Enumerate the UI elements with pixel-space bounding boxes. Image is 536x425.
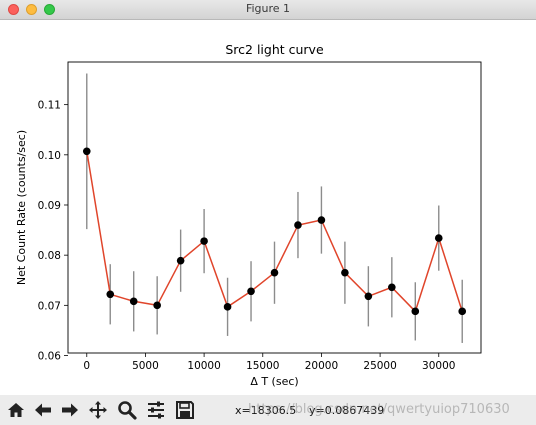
chart-title: Src2 light curve <box>225 42 324 57</box>
data-point <box>270 268 279 277</box>
y-tick-label: 0.07 <box>38 300 61 312</box>
watermark-text: https://blog.csdn.net/qwertyuiop710630 <box>248 402 510 417</box>
home-button[interactable] <box>4 399 28 421</box>
back-button[interactable] <box>31 399 55 421</box>
data-point <box>82 147 91 156</box>
data-point <box>247 287 255 296</box>
window-titlebar: Figure 1 <box>0 0 536 20</box>
data-point <box>129 297 138 306</box>
data-point <box>434 234 443 242</box>
x-tick-label: 20000 <box>305 360 338 372</box>
data-point <box>364 292 373 301</box>
y-tick-label: 0.08 <box>38 250 61 262</box>
data-point <box>106 290 115 299</box>
floppy-disk-icon <box>176 401 194 419</box>
forward-button[interactable] <box>58 399 82 421</box>
y-tick-label: 0.11 <box>38 100 61 112</box>
data-point <box>341 268 349 277</box>
pan-button[interactable] <box>86 399 110 421</box>
x-tick-label: 10000 <box>187 360 220 372</box>
x-coordinate-readout: x=18306.5 <box>235 404 297 417</box>
data-point <box>317 216 326 224</box>
x-tick-label: 25000 <box>363 360 396 372</box>
window-title: Figure 1 <box>245 2 291 15</box>
minimize-window-button[interactable] <box>26 4 37 15</box>
y-tick-label: 0.06 <box>38 351 62 363</box>
x-tick-label: 0 <box>83 360 90 372</box>
magnifier-icon <box>118 401 137 420</box>
zoom-button[interactable] <box>115 399 139 421</box>
maximize-window-button[interactable] <box>44 4 55 15</box>
data-point <box>200 237 208 245</box>
data-point <box>153 301 161 310</box>
light-curve-chart: Src2 light curve 0 5000 10000 15000 20000 2500… <box>15 42 482 388</box>
x-tick-label: 5000 <box>132 360 159 372</box>
plot-frame <box>67 61 482 354</box>
data-point <box>223 303 232 311</box>
y-tick-label: 0.09 <box>38 200 61 212</box>
data-point <box>176 256 185 265</box>
arrow-right-icon <box>62 403 78 417</box>
close-window-button[interactable] <box>8 4 19 15</box>
figure-canvas[interactable]: Src2 light curve 0 5000 10000 15000 20000 2500… <box>0 20 536 395</box>
x-axis-label: Δ T (sec) <box>250 375 298 388</box>
data-point <box>388 283 396 292</box>
home-icon <box>8 403 24 417</box>
move-icon <box>89 401 107 419</box>
data-point <box>411 307 420 316</box>
y-tick-label: 0.10 <box>38 150 61 162</box>
x-tick-label: 30000 <box>422 360 455 372</box>
save-figure-button[interactable] <box>173 399 197 421</box>
x-tick-label: 15000 <box>246 360 279 372</box>
configure-subplots-button[interactable] <box>144 399 168 421</box>
arrow-left-icon <box>35 403 51 417</box>
navigation-toolbar: x=18306.5 y=0.0867439 https://blog.csdn.… <box>0 395 536 425</box>
y-axis-label: Net Count Rate (counts/sec) <box>15 130 28 285</box>
data-point <box>294 221 302 229</box>
sliders-icon <box>148 401 164 419</box>
y-coordinate-readout: y=0.0867439 <box>309 404 385 417</box>
data-point <box>458 307 467 316</box>
